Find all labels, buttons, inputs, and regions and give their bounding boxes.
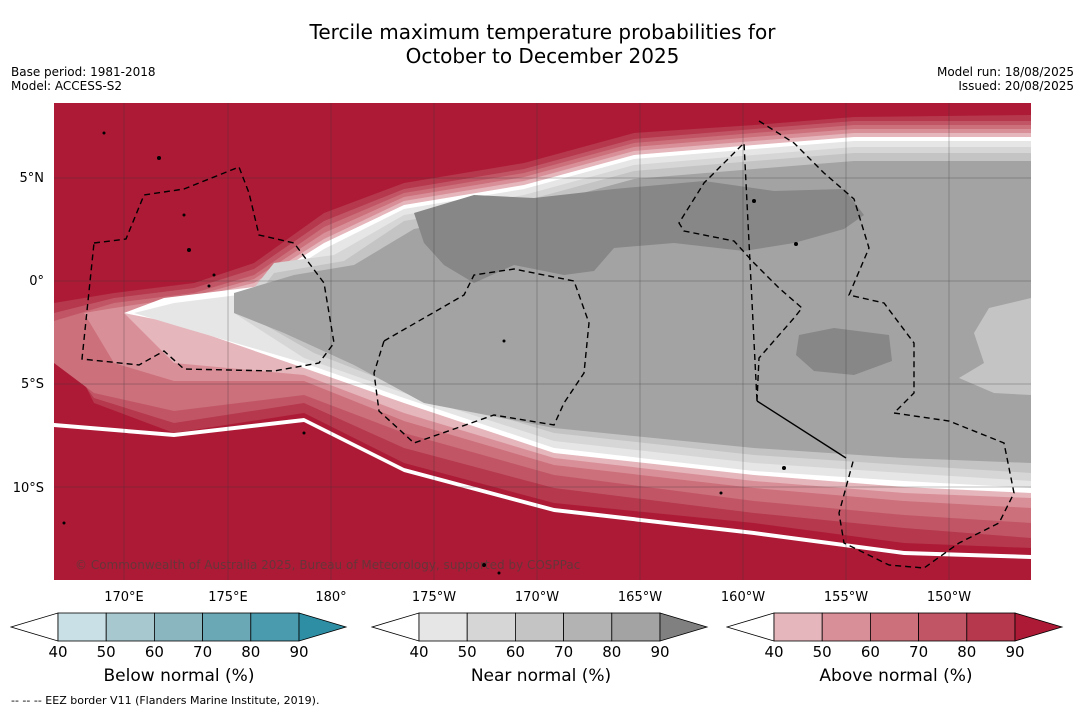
- colorbar-tick: 70: [193, 643, 213, 661]
- colorbar-segment: [659, 612, 709, 642]
- title-line-1: Tercile maximum temperature probabilitie…: [309, 20, 776, 44]
- colorbar-tick: 60: [860, 643, 880, 661]
- lat-tick-5n: 5°N: [19, 171, 45, 186]
- colorbar-segment: [1014, 612, 1064, 642]
- lon-tick-155w: 155°W: [823, 590, 869, 605]
- colorbar-tick: 40: [409, 643, 429, 661]
- colorbar-label-below: Below normal (%): [103, 666, 255, 686]
- colorbar-label-above: Above normal (%): [819, 666, 973, 686]
- colorbar-segment: [466, 612, 516, 642]
- lon-tick-175w: 175°W: [411, 590, 457, 605]
- lon-tick-180: 180°: [315, 590, 347, 605]
- colorbar-above-normal: [726, 612, 1064, 642]
- colorbar-segment: [250, 612, 300, 642]
- colorbar-segment: [821, 612, 871, 642]
- graticule: [54, 103, 1031, 580]
- near-normal-80-bottom-ribbon: [54, 418, 1031, 559]
- colorbar-tick: 90: [650, 643, 670, 661]
- colorbar-segment: [869, 612, 919, 642]
- colorbar-tick: 60: [144, 643, 164, 661]
- colorbar-segment: [418, 612, 468, 642]
- colorbar-segment: [611, 612, 661, 642]
- colorbar-tick: 80: [241, 643, 261, 661]
- colorbar-segment: [202, 612, 252, 642]
- colorbar-tick: 70: [909, 643, 929, 661]
- colorbar-segment: [153, 612, 203, 642]
- colorbar-label-near: Near normal (%): [470, 666, 612, 686]
- colorbar-below-normal: [10, 612, 348, 642]
- colorbar-tick: 70: [554, 643, 574, 661]
- title-line-2: October to December 2025: [405, 44, 680, 68]
- colorbar-tick: 90: [1005, 643, 1025, 661]
- lon-tick-165w: 165°W: [617, 590, 663, 605]
- near-normal-90-patch-north: [414, 181, 864, 283]
- colorbar-segment: [10, 612, 59, 642]
- colorbar-tick: 90: [289, 643, 309, 661]
- colorbar-segment: [773, 612, 823, 642]
- colorbar-segment: [514, 612, 564, 642]
- copyright-notice: © Commonwealth of Australia 2025, Bureau…: [75, 558, 581, 572]
- lon-tick-160w: 160°W: [720, 590, 766, 605]
- near-normal-90-patch-east: [796, 328, 892, 375]
- eez-footer-note: -- -- -- EEZ border V11 (Flanders Marine…: [11, 694, 320, 707]
- colorbar-segment: [966, 612, 1016, 642]
- colorbar-tick: 40: [48, 643, 68, 661]
- colorbar-tick: 40: [764, 643, 784, 661]
- colorbar-tick: 50: [457, 643, 477, 661]
- colorbar-segment: [57, 612, 107, 642]
- colorbar-segment: [563, 612, 613, 642]
- colorbar-tick: 80: [602, 643, 622, 661]
- colorbar-segment: [726, 612, 775, 642]
- model-run: Model run: 18/08/2025: [936, 65, 1074, 79]
- near-normal-70-patch-east: [959, 298, 1031, 395]
- colorbar-tick: 80: [957, 643, 977, 661]
- meta-right: Model run: 18/08/2025 Issued: 20/08/2025: [937, 65, 1074, 93]
- colorbar-segment: [105, 612, 155, 642]
- probability-map: [54, 103, 1031, 580]
- lon-tick-150w: 150°W: [926, 590, 972, 605]
- island-dots: [62, 131, 798, 575]
- issued-date: Issued: 20/08/2025: [958, 79, 1074, 93]
- colorbar-near-normal: [371, 612, 709, 642]
- model-name: Model: ACCESS-S2: [11, 79, 123, 93]
- colorbar-segment: [298, 612, 348, 642]
- eez-solid-boundary: [756, 400, 847, 459]
- lat-tick-5s: 5°S: [20, 377, 44, 392]
- base-period: Base period: 1981-2018: [11, 65, 156, 79]
- meta-left: Base period: 1981-2018 Model: ACCESS-S2: [11, 65, 156, 93]
- lat-tick-10s: 10°S: [12, 481, 44, 496]
- colorbar-tick: 50: [812, 643, 832, 661]
- lon-tick-170e: 170°E: [104, 590, 144, 605]
- colorbar-segment: [371, 612, 420, 642]
- lat-tick-0: 0°: [29, 274, 44, 289]
- colorbar-tick: 50: [96, 643, 116, 661]
- eez-borders: [81, 120, 1015, 569]
- map-title: Tercile maximum temperature probabilitie…: [0, 20, 1085, 68]
- lon-tick-170w: 170°W: [514, 590, 560, 605]
- colorbar-segment: [918, 612, 968, 642]
- colorbar-tick: 60: [505, 643, 525, 661]
- lon-tick-175e: 175°E: [208, 590, 248, 605]
